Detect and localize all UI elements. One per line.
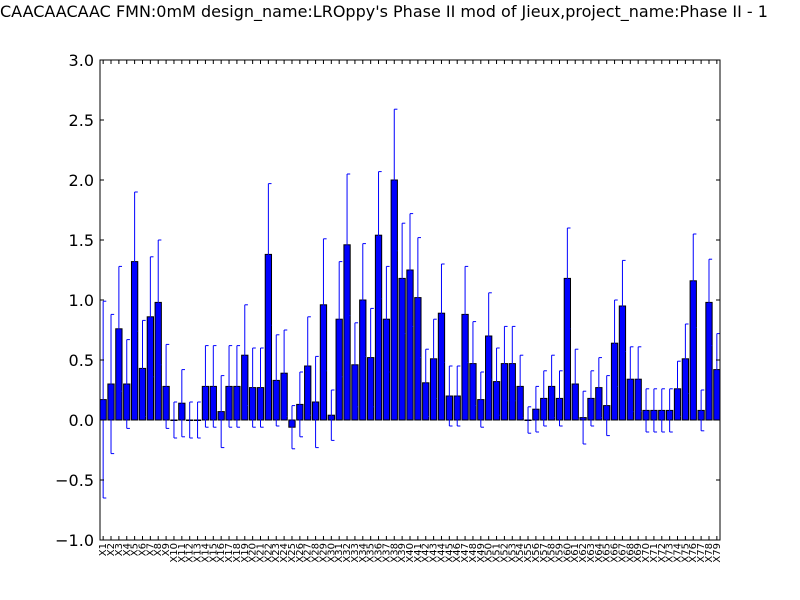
x-tick-label: X76 (688, 543, 699, 563)
x-tick-label: X49 (476, 543, 487, 563)
x-tick-label: X12 (185, 543, 196, 563)
x-tick-label: X5 (130, 543, 141, 556)
x-tick-label: X47 (460, 543, 471, 563)
x-tick-label: X61 (570, 543, 581, 563)
x-tick-label: X26 (295, 543, 306, 563)
x-tick-label: X8 (153, 543, 164, 556)
x-tick-label: X59 (554, 543, 565, 563)
chart-title: CAACAACAAC FMN:0mM design_name:LROppy's … (0, 2, 768, 21)
x-tick-label: X14 (200, 543, 211, 563)
y-tick-label: 3.0 (69, 51, 94, 70)
y-tick-label: 1.0 (69, 291, 94, 310)
x-tick-label: X15 (208, 543, 219, 563)
x-tick-label: X60 (562, 543, 573, 563)
x-tick-label: X44 (436, 543, 447, 563)
x-tick-label: X35 (366, 543, 377, 563)
x-tick-label: X11 (177, 543, 188, 563)
x-tick-label: X28 (311, 543, 322, 563)
x-tick-label: X72 (657, 543, 668, 563)
y-axis: −1.0 −0.5 0.0 0.5 1.0 1.5 2.0 2.5 3.0 (55, 51, 720, 550)
x-tick-label: X52 (499, 543, 510, 563)
x-tick-label: X2 (106, 543, 117, 556)
x-tick-label: X34 (358, 543, 369, 563)
x-tick-label: X71 (649, 543, 660, 563)
x-tick-label: X13 (193, 543, 204, 563)
y-tick-label: 0.5 (69, 351, 94, 370)
x-tick-label: X57 (539, 543, 550, 563)
x-tick-label: X39 (397, 543, 408, 563)
x-tick-label: X40 (405, 543, 416, 563)
y-tick-label: 0.0 (69, 411, 94, 430)
x-tick-label: X77 (696, 543, 707, 563)
x-tick-label: X30 (326, 543, 337, 563)
x-tick-label: X51 (492, 543, 503, 563)
x-tick-label: X73 (665, 543, 676, 563)
x-tick-label: X55 (523, 543, 534, 563)
x-tick-label: X36 (374, 543, 385, 563)
x-tick-label: X19 (240, 543, 251, 563)
y-tick-label: 1.5 (69, 231, 94, 250)
x-tick-label: X69 (633, 543, 644, 563)
x-tick-label: X16 (216, 543, 227, 563)
x-tick-label: X65 (602, 543, 613, 563)
x-tick-label: X1 (98, 543, 109, 556)
error-bars-layer (102, 108, 720, 499)
x-tick-label: X18 (232, 543, 243, 563)
x-tick-label: X27 (303, 543, 314, 563)
x-tick-label: X29 (318, 543, 329, 563)
x-tick-label: X7 (145, 543, 156, 556)
x-axis: X1X2X3X4X5X6X7X8X9X10X11X12X13X14X15X16X… (98, 60, 723, 563)
x-tick-label: X25 (287, 543, 298, 563)
x-tick-label: X20 (248, 543, 259, 563)
x-tick-label: X46 (452, 543, 463, 563)
x-tick-label: X68 (625, 543, 636, 563)
x-tick-label: X33 (350, 543, 361, 563)
x-tick-label: X45 (444, 543, 455, 563)
x-tick-label: X43 (429, 543, 440, 563)
x-tick-label: X21 (256, 543, 267, 563)
x-tick-label: X24 (279, 543, 290, 563)
x-tick-label: X53 (507, 543, 518, 563)
x-tick-label: X78 (704, 543, 715, 563)
x-tick-label: X66 (610, 543, 621, 563)
x-tick-label: X75 (680, 543, 691, 563)
x-tick-label: X67 (617, 543, 628, 563)
x-tick-label: X37 (381, 543, 392, 563)
x-tick-label: X70 (641, 543, 652, 563)
x-tick-label: X6 (137, 543, 148, 556)
x-tick-label: X42 (421, 543, 432, 563)
x-tick-label: X58 (547, 543, 558, 563)
x-tick-label: X62 (578, 543, 589, 563)
y-tick-label: 2.0 (69, 171, 94, 190)
x-tick-label: X48 (468, 543, 479, 563)
x-tick-label: X64 (594, 543, 605, 563)
x-tick-label: X32 (342, 543, 353, 563)
x-tick-label: X31 (334, 543, 345, 563)
y-tick-label: −0.5 (55, 471, 94, 490)
x-tick-label: X4 (122, 543, 133, 556)
x-tick-label: X10 (169, 543, 180, 563)
x-tick-label: X63 (586, 543, 597, 563)
x-tick-label: X22 (263, 543, 274, 563)
x-tick-label: X56 (531, 543, 542, 563)
x-tick-label: X23 (271, 543, 282, 563)
x-tick-label: X41 (413, 543, 424, 563)
x-tick-label: X17 (224, 543, 235, 563)
x-tick-label: X38 (389, 543, 400, 563)
x-tick-label: X54 (515, 543, 526, 563)
x-tick-label: X3 (114, 543, 125, 556)
x-tick-label: X79 (712, 543, 723, 563)
x-tick-label: X9 (161, 543, 172, 556)
y-tick-label: −1.0 (55, 531, 94, 550)
y-tick-label: 2.5 (69, 111, 94, 130)
x-tick-label: X50 (484, 543, 495, 563)
x-tick-label: X74 (673, 543, 684, 563)
